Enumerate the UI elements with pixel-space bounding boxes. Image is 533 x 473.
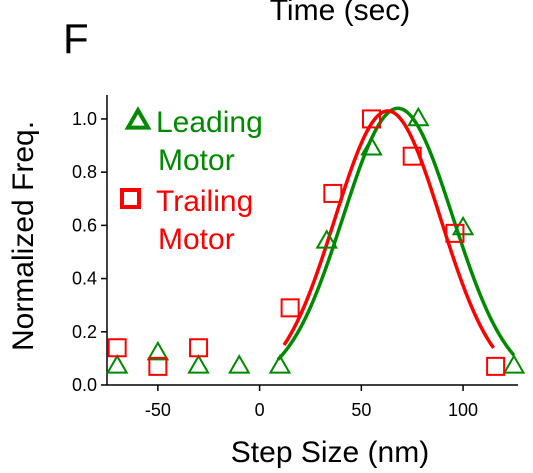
panel-letter: F — [63, 15, 89, 62]
legend-label-line2: Motor — [158, 223, 235, 256]
y-tick-label: 0.0 — [72, 375, 97, 395]
y-tick-label: 0.2 — [72, 322, 97, 342]
leading-motor-point — [268, 354, 292, 374]
leading-motor-point — [407, 106, 430, 127]
x-tick-label: 100 — [448, 400, 478, 420]
legend-label-line2: Motor — [158, 144, 235, 177]
y-tick-label: 0.6 — [72, 215, 97, 235]
trailing-motor-point — [189, 338, 209, 358]
trailing-motor-point — [486, 356, 506, 376]
trailing-motor-point — [280, 298, 300, 318]
y-tick-label: 0.4 — [72, 269, 97, 289]
trailing-fit-curve — [282, 109, 496, 349]
leading-fit-curve — [276, 106, 516, 361]
legend-triangle-icon — [124, 106, 152, 130]
leading-motor-point — [228, 354, 251, 374]
trailing-motor-point — [445, 223, 465, 243]
axes: -50 0 50 100 0.0 0.2 0.4 0.6 0.8 1.0 — [72, 95, 518, 420]
leading-motor-point — [502, 354, 526, 374]
y-tick-label: 1.0 — [72, 109, 97, 129]
leading-motor-point — [146, 340, 170, 361]
fit-curves — [276, 106, 516, 361]
legend-square-icon — [120, 188, 141, 209]
trailing-motor-point — [148, 356, 168, 376]
x-axis-label: Step Size (nm) — [231, 436, 429, 469]
x-tick-label: 50 — [351, 400, 371, 420]
leading-motor-point — [315, 229, 338, 249]
leading-motor-point — [360, 136, 383, 156]
x-tick-label: -50 — [145, 400, 171, 420]
trailing-motor-point — [402, 146, 422, 166]
leading-motor-point — [187, 354, 210, 374]
x-tick-label: 0 — [255, 400, 265, 420]
y-tick-label: 0.8 — [72, 162, 97, 182]
data-points — [105, 106, 526, 376]
legend: Leading Motor Trailing Motor — [120, 106, 263, 256]
top-cut-label: Time (sec) — [270, 0, 411, 27]
trailing-motor-point — [107, 338, 127, 358]
legend-label: Leading — [156, 106, 263, 139]
leading-motor-point — [105, 354, 129, 374]
trailing-motor-point — [323, 183, 343, 203]
legend-label: Trailing — [156, 185, 253, 218]
trailing-motor-point — [362, 109, 382, 129]
y-axis-label: Normalized Freq. — [7, 121, 40, 351]
